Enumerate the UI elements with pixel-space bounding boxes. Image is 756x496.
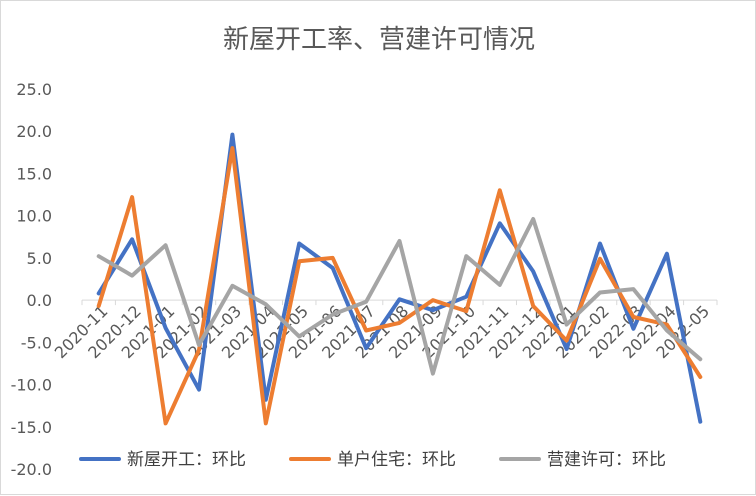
y-tick-label: 10.0 <box>16 207 52 226</box>
y-tick-label: 5.0 <box>27 249 52 268</box>
legend-label: 单户住宅：环比 <box>337 450 456 470</box>
y-tick-label: -10.0 <box>11 376 52 395</box>
legend-label: 新屋开工：环比 <box>127 450 246 470</box>
y-tick-label: 25.0 <box>16 80 52 99</box>
legend: 新屋开工：环比 单户住宅：环比 营建许可：环比 <box>79 450 666 470</box>
legend-label: 营建许可：环比 <box>547 450 666 470</box>
series-line-3 <box>96 217 703 376</box>
series-line-1 <box>96 132 703 424</box>
y-tick-label: 15.0 <box>16 164 52 183</box>
series-line-2 <box>96 146 703 426</box>
y-tick-label: -5.0 <box>21 333 52 352</box>
legend-item: 营建许可：环比 <box>499 450 666 470</box>
y-axis: 25.0 20.0 15.0 10.0 5.0 0.0 -5.0 -10.0 -15.0 -20.… <box>11 80 52 479</box>
y-tick-label: -20.0 <box>11 460 52 479</box>
y-tick-label: 20.0 <box>16 122 52 141</box>
y-tick-label: 0.0 <box>27 291 52 310</box>
series-layer <box>96 132 703 426</box>
chart-title: 新屋开工率、营建许可情况 <box>223 25 535 55</box>
legend-item: 新屋开工：环比 <box>79 450 246 470</box>
y-tick-label: -15.0 <box>11 418 52 437</box>
legend-item: 单户住宅：环比 <box>289 450 456 470</box>
